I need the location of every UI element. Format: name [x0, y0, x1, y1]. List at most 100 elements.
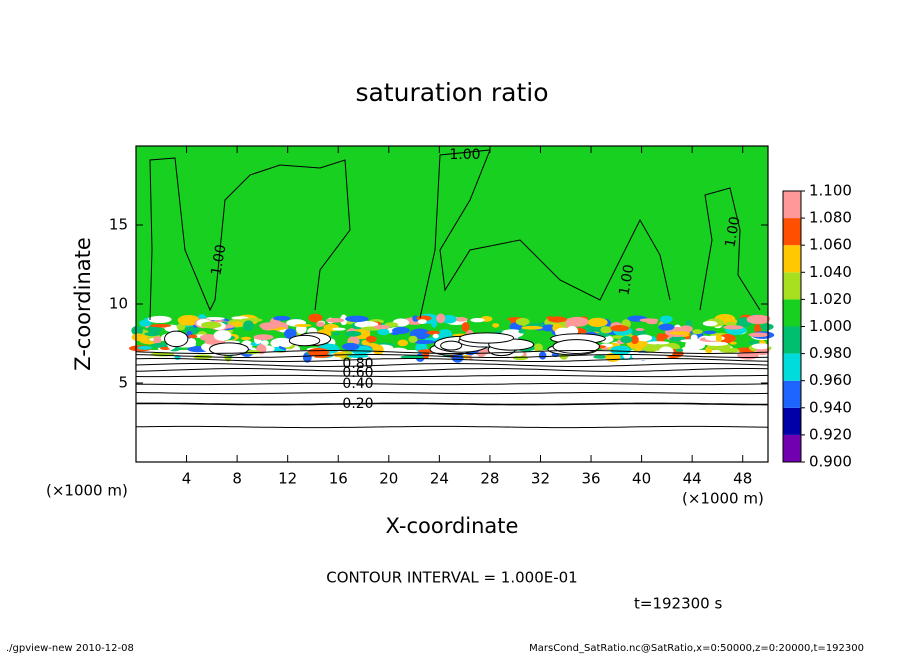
field-white	[136, 350, 768, 462]
field-patch	[345, 315, 369, 323]
field-patch	[436, 313, 446, 324]
field-patch	[748, 332, 769, 338]
field-patch	[204, 317, 225, 321]
field-patch	[715, 334, 722, 344]
colorbar-tick-label: 0.940	[809, 398, 852, 416]
contour-line	[419, 149, 671, 319]
field-patch	[417, 319, 427, 324]
field-patch	[412, 339, 436, 344]
field-patch	[454, 317, 468, 322]
field-patch	[147, 315, 172, 323]
field-patch	[389, 347, 408, 355]
field-patch	[408, 335, 418, 343]
colorbar-bin	[783, 326, 801, 354]
contour-line	[149, 157, 351, 321]
field-patch	[397, 339, 409, 347]
field-patch	[635, 328, 645, 332]
field-patch	[719, 347, 740, 353]
field-patch	[164, 330, 189, 348]
field-patch	[639, 318, 659, 323]
x-tick-label: 16	[329, 470, 348, 488]
y-unit: (×1000 m)	[46, 482, 128, 500]
x-tick-label: 24	[430, 470, 449, 488]
field-patch	[331, 327, 346, 331]
contour-label: 1.00	[722, 215, 743, 248]
contour-line	[135, 358, 769, 362]
field-patch	[341, 342, 360, 351]
field-patch	[547, 316, 567, 323]
field-patch	[729, 341, 737, 345]
colorbar-tick-label: 1.080	[809, 209, 852, 227]
colorbar-tick-label: 0.900	[809, 453, 852, 471]
field-patch	[176, 323, 186, 331]
field-patch	[377, 328, 390, 336]
colorbar-tick-label: 0.920	[809, 425, 852, 443]
field-patch	[288, 334, 321, 347]
field-patch	[461, 321, 470, 332]
colorbar-tick-label: 1.040	[809, 263, 852, 281]
field-patch	[723, 325, 744, 330]
contour-line	[135, 363, 769, 367]
colorbar-tick-label: 0.960	[809, 371, 852, 389]
contour-line	[135, 368, 769, 372]
colorbar-bin	[783, 272, 801, 300]
field-patch	[253, 334, 274, 341]
colorbar-tick-label: 0.980	[809, 344, 852, 362]
colorbar-bin	[783, 245, 801, 273]
field-patch	[325, 318, 345, 323]
field-patch	[552, 339, 600, 354]
contour-label: 1.00	[616, 263, 637, 296]
field-patch	[538, 351, 547, 360]
colorbar-bin	[783, 380, 801, 408]
colorbar-bin	[783, 434, 801, 462]
contour-line	[135, 354, 769, 358]
field-patch	[347, 354, 369, 359]
field-patch	[703, 330, 717, 335]
contour-line	[136, 402, 769, 406]
field-patch	[139, 319, 152, 327]
field-patch	[150, 324, 172, 328]
y-tick-label: 5	[118, 374, 128, 392]
contour-line	[135, 425, 769, 429]
field-patch	[708, 354, 728, 359]
field-patch	[760, 323, 774, 331]
field-patch	[430, 318, 438, 328]
colorbar-bin	[783, 191, 801, 219]
field-patch	[662, 318, 669, 325]
field-patch	[515, 317, 530, 326]
contour-line	[135, 391, 769, 395]
field-patch	[177, 314, 200, 326]
y-tick-label: 10	[109, 295, 128, 313]
colorbar-bin	[783, 299, 801, 327]
contour-label: 1.00	[208, 243, 229, 276]
field-patch	[260, 340, 269, 346]
contour-label: 1.00	[449, 147, 480, 163]
field-patch	[188, 334, 198, 339]
footer-right: MarsCond_SatRatio.nc@SatRatio,x=0:50000,…	[529, 643, 864, 654]
colorbar-tick-label: 1.100	[809, 182, 852, 200]
field-patch	[345, 330, 362, 337]
field-patch	[470, 317, 485, 323]
x-unit: (×1000 m)	[682, 490, 764, 508]
field	[128, 146, 775, 462]
colorbar-bin	[783, 353, 801, 381]
field-patch	[630, 335, 639, 345]
x-tick-label: 8	[232, 470, 242, 488]
field-patch	[565, 316, 589, 327]
field-patch	[746, 314, 770, 325]
x-tick-label: 32	[531, 470, 550, 488]
field-patch	[440, 340, 463, 351]
field-patch	[754, 323, 762, 334]
field-patch	[131, 333, 145, 341]
field-patch	[587, 317, 608, 327]
contour-line	[135, 374, 769, 378]
field-patch	[390, 331, 400, 336]
field-patch	[201, 321, 222, 329]
field-patch	[725, 321, 737, 327]
field-patch	[658, 323, 675, 331]
field-patch	[294, 323, 312, 327]
field-patch	[373, 325, 391, 330]
field-patch	[593, 355, 608, 359]
time-label: t=192300 s	[634, 595, 722, 613]
field-patch	[259, 322, 280, 330]
